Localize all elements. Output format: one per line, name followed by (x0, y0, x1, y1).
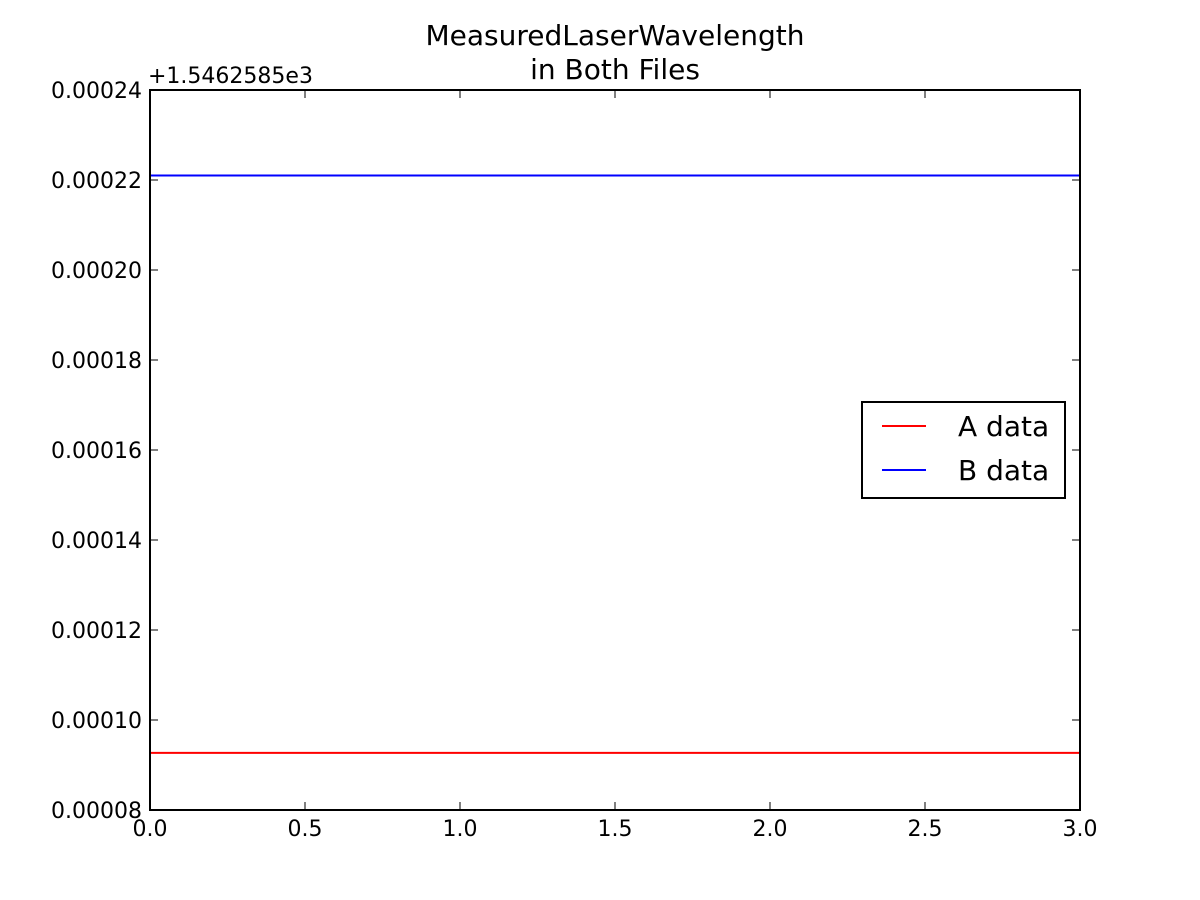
y-tick-label: 0.00012 (51, 619, 142, 644)
y-tick-label: 0.00022 (51, 169, 142, 194)
x-tick-label: 0.5 (288, 817, 323, 842)
legend-label: B data (958, 454, 1049, 487)
y-offset-label: +1.5462585e3 (148, 64, 313, 89)
y-tick-label: 0.00018 (51, 349, 142, 374)
y-tick-label: 0.00024 (51, 79, 142, 104)
x-tick-label: 0.0 (133, 817, 168, 842)
x-tick-label: 2.5 (908, 817, 943, 842)
y-tick-label: 0.00016 (51, 439, 142, 464)
chart-title: MeasuredLaserWavelength (426, 19, 805, 52)
x-tick-label: 3.0 (1063, 817, 1098, 842)
y-tick-label: 0.00020 (51, 259, 142, 284)
legend-label: A data (958, 410, 1049, 443)
x-tick-label: 1.0 (443, 817, 478, 842)
x-tick-label: 2.0 (753, 817, 788, 842)
y-tick-label: 0.00008 (51, 799, 142, 824)
chart-title: in Both Files (530, 53, 700, 86)
legend-box (861, 401, 1066, 499)
plot-frame (149, 89, 1081, 811)
x-tick-label: 1.5 (598, 817, 633, 842)
y-tick-label: 0.00014 (51, 529, 142, 554)
y-tick-label: 0.00010 (51, 709, 142, 734)
